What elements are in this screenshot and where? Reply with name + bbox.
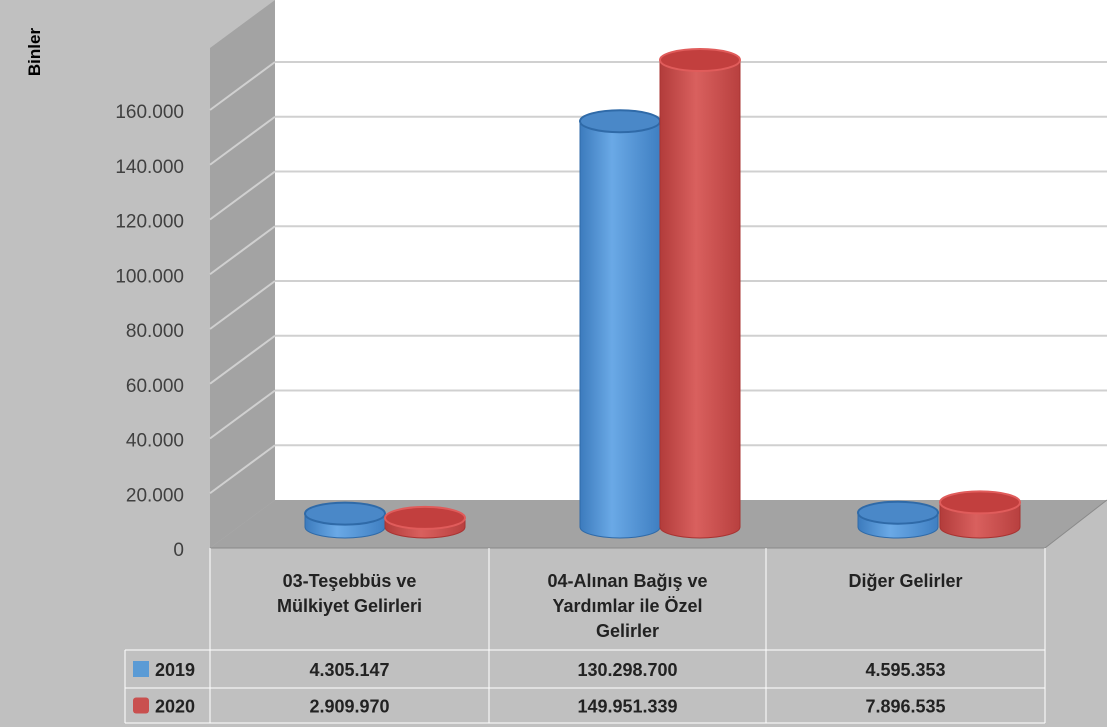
gridline-side bbox=[209, 389, 276, 440]
gridline-side bbox=[209, 115, 276, 166]
data-label: 130.298.700 bbox=[577, 660, 677, 680]
bar-2020-2 bbox=[659, 48, 741, 539]
legend-swatch-2019 bbox=[133, 661, 149, 677]
gridline-side bbox=[209, 280, 276, 330]
y-tick-label: 40.000 bbox=[126, 431, 184, 452]
bar-cap bbox=[659, 48, 741, 72]
y-tick-label: 0 bbox=[173, 540, 184, 561]
y-tick-label: 80.000 bbox=[126, 321, 184, 342]
data-label: 4.595.353 bbox=[865, 660, 945, 680]
legend-label: 2020 bbox=[155, 697, 195, 717]
data-label: 4.305.147 bbox=[309, 660, 389, 680]
y-tick-label: 100.000 bbox=[115, 266, 184, 287]
bar-cap bbox=[857, 500, 939, 525]
legend-swatch-2020 bbox=[133, 697, 149, 714]
gridline-side bbox=[209, 170, 276, 221]
category-label: 03-Teşebbüs ve Mülkiyet Gelirleri bbox=[277, 571, 422, 616]
bar-2019-1 bbox=[304, 501, 386, 539]
y-axis-label: Binler bbox=[25, 28, 44, 77]
data-label: 2.909.970 bbox=[309, 697, 389, 717]
category-label: Diğer Gelirler bbox=[848, 571, 962, 591]
side-wall bbox=[210, 0, 275, 548]
floor-right-edge bbox=[1044, 499, 1107, 549]
data-label: 149.951.339 bbox=[577, 697, 677, 717]
legend-label: 2019 bbox=[155, 660, 195, 680]
bar-2019-3 bbox=[857, 500, 939, 539]
category-label: 04-Alınan Bağış ve Yardımlar ile Özel Geli… bbox=[547, 571, 707, 641]
bar-cap bbox=[384, 505, 466, 530]
y-tick-label: 20.000 bbox=[126, 485, 184, 506]
bar-2020-3 bbox=[939, 490, 1021, 539]
bar-2020-1 bbox=[384, 505, 466, 539]
y-tick-label: 60.000 bbox=[126, 376, 184, 397]
bar-body bbox=[659, 59, 741, 539]
gridline-side bbox=[209, 334, 276, 385]
bar-body bbox=[579, 120, 661, 539]
gridline-side bbox=[209, 61, 276, 111]
y-tick-label: 120.000 bbox=[115, 212, 184, 233]
gridline-side bbox=[209, 444, 276, 495]
gridline-side bbox=[209, 225, 276, 276]
bar-cap bbox=[579, 109, 661, 134]
bar-2019-2 bbox=[579, 109, 661, 539]
bar-cap bbox=[939, 490, 1021, 515]
bar-cap bbox=[304, 501, 386, 526]
y-tick-label: 140.000 bbox=[115, 157, 184, 178]
y-tick-label: 160.000 bbox=[115, 102, 184, 123]
data-label: 7.896.535 bbox=[865, 697, 945, 717]
